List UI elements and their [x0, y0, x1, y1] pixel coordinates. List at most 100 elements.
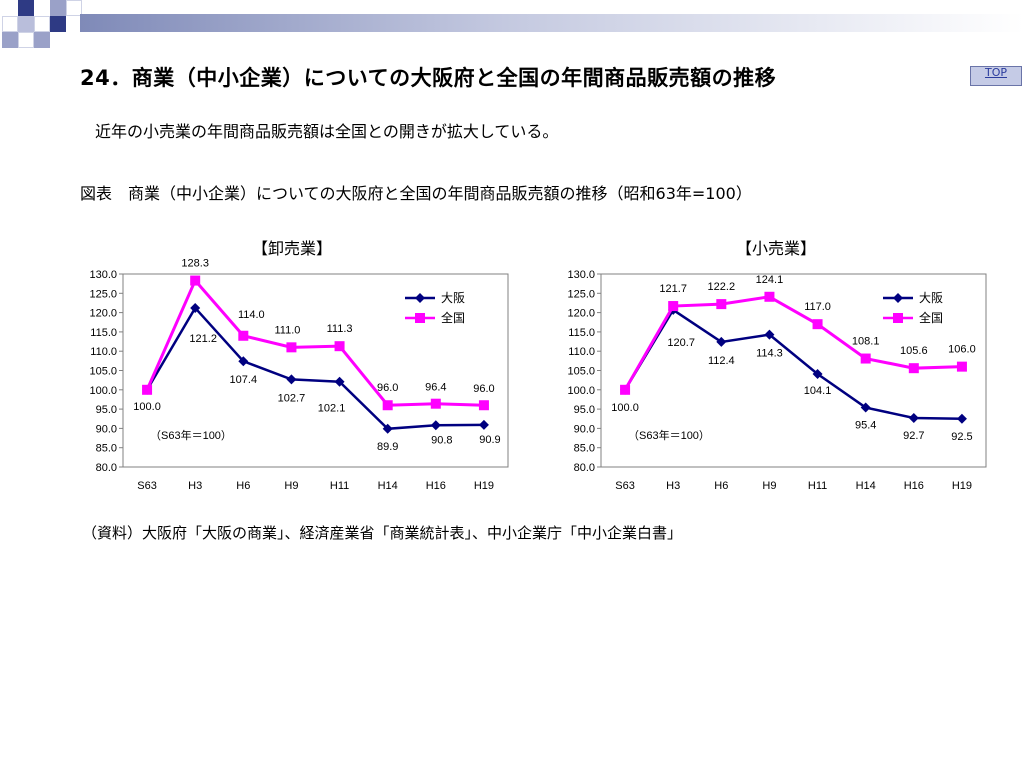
data-label: 111.0 — [274, 324, 300, 336]
legend-marker-osaka — [415, 293, 425, 303]
data-point-osaka — [812, 368, 823, 379]
y-tick-label: 105.0 — [567, 366, 595, 378]
y-tick-label: 85.0 — [96, 443, 117, 455]
legend-label: 大阪 — [919, 291, 943, 305]
data-point-osaka — [190, 302, 201, 313]
data-label: 114.0 — [238, 309, 265, 321]
series-line-osaka — [145, 305, 484, 431]
data-point-osaka — [286, 374, 297, 385]
data-label: 102.1 — [318, 403, 346, 415]
legend-label: 全国 — [919, 310, 943, 325]
x-tick-label: H16 — [426, 480, 446, 492]
legend-label: 大阪 — [441, 291, 465, 305]
y-tick-label: 120.0 — [89, 308, 117, 320]
y-tick-label: 95.0 — [574, 404, 595, 416]
data-label: 117.0 — [804, 301, 831, 313]
y-tick-label: 85.0 — [574, 443, 595, 455]
data-point-osaka — [716, 336, 727, 347]
y-tick-label: 80.0 — [574, 462, 595, 474]
data-point-osaka — [764, 329, 775, 340]
y-tick-label: 120.0 — [567, 308, 595, 320]
data-label: 104.1 — [804, 385, 832, 397]
x-tick-label: H16 — [904, 480, 924, 492]
data-label: 96.0 — [377, 382, 398, 394]
y-tick-label: 115.0 — [90, 327, 117, 339]
base-year-note: （S63年＝100） — [628, 428, 710, 442]
data-point-osaka — [860, 402, 871, 413]
data-point-national — [286, 342, 297, 353]
corner-decoration — [0, 0, 82, 60]
x-tick-label: H11 — [808, 480, 827, 492]
x-tick-label: H14 — [856, 480, 876, 492]
legend-marker-national — [893, 313, 903, 323]
y-tick-label: 125.0 — [89, 288, 117, 300]
data-point-national — [190, 275, 201, 286]
data-point-osaka — [908, 412, 919, 423]
top-link[interactable]: TOP — [970, 66, 1022, 86]
y-tick-label: 105.0 — [89, 366, 117, 378]
chart-title-retail: 【小売業】 — [736, 239, 817, 258]
data-point-osaka — [238, 356, 249, 367]
data-label: 121.7 — [659, 283, 687, 295]
data-label: 100.0 — [611, 402, 639, 414]
data-label: 112.4 — [708, 355, 735, 367]
data-point-national — [142, 384, 153, 395]
chart-title-wholesale: 【卸売業】 — [252, 239, 333, 258]
x-tick-label: H9 — [762, 480, 776, 492]
data-label: 108.1 — [852, 336, 880, 348]
data-label: 105.6 — [900, 345, 928, 357]
x-tick-label: H11 — [330, 480, 349, 492]
y-tick-label: 80.0 — [96, 462, 117, 474]
legend — [400, 289, 482, 331]
y-tick-label: 130.0 — [567, 269, 595, 281]
legend-marker-national — [415, 313, 425, 323]
data-label: 124.1 — [756, 274, 784, 286]
data-point-national — [238, 330, 249, 341]
y-tick-label: 130.0 — [89, 269, 117, 281]
data-point-national — [334, 341, 345, 352]
figure-title: 図表 商業（中小企業）についての大阪府と全国の年間商品販売額の推移（昭和63年=… — [80, 184, 752, 203]
data-label: 92.7 — [903, 430, 924, 442]
data-point-osaka — [430, 420, 441, 431]
y-tick-label: 90.0 — [96, 423, 117, 435]
data-label: 96.4 — [425, 382, 446, 394]
data-label: 107.4 — [230, 374, 258, 386]
x-tick-label: H3 — [188, 480, 202, 492]
x-tick-label: S63 — [137, 480, 157, 492]
data-label: 114.3 — [756, 348, 783, 360]
data-point-national — [668, 301, 679, 312]
x-tick-label: H19 — [474, 480, 494, 492]
x-tick-label: H19 — [952, 480, 972, 492]
series-line-osaka — [623, 308, 962, 420]
y-tick-label: 110.0 — [90, 346, 117, 358]
data-point-osaka — [334, 376, 345, 387]
data-point-national — [860, 353, 871, 364]
data-point-osaka — [478, 419, 489, 430]
data-label: 96.0 — [473, 383, 494, 395]
data-label: 100.0 — [133, 401, 161, 413]
x-tick-label: H6 — [714, 480, 728, 492]
data-label: 121.2 — [189, 333, 217, 345]
page-subtitle: 近年の小売業の年間商品販売額は全国との開きが拡大している。 — [95, 122, 559, 141]
x-tick-label: S63 — [615, 480, 635, 492]
data-point-national — [382, 400, 393, 411]
x-tick-label: H6 — [236, 480, 250, 492]
y-tick-label: 110.0 — [568, 346, 595, 358]
data-label: 122.2 — [708, 281, 736, 293]
y-tick-label: 100.0 — [89, 385, 117, 397]
data-label: 128.3 — [181, 258, 209, 270]
x-tick-label: H3 — [666, 480, 680, 492]
data-point-national — [620, 384, 631, 395]
data-label: 111.3 — [327, 323, 353, 335]
y-tick-label: 125.0 — [567, 288, 595, 300]
series-line-national — [623, 295, 962, 391]
data-point-national — [908, 363, 919, 374]
data-point-national — [764, 291, 775, 302]
retail-chart: 80.0 85.0 90.0 95.0 100.0 105.0 110.0 115.0 120.… — [567, 269, 987, 492]
data-point-national — [956, 361, 967, 372]
wholesale-chart: 80.0 85.0 90.0 95.0 100.0 105.0 110.0 115.0 120.… — [89, 258, 509, 492]
data-label: 92.5 — [951, 431, 972, 443]
base-year-note: （S63年＝100） — [150, 428, 232, 442]
series-line-national — [145, 277, 484, 407]
source-note: （資料）大阪府「大阪の商業」、経済産業省「商業統計表」、中小企業庁「中小企業白書… — [82, 524, 683, 542]
